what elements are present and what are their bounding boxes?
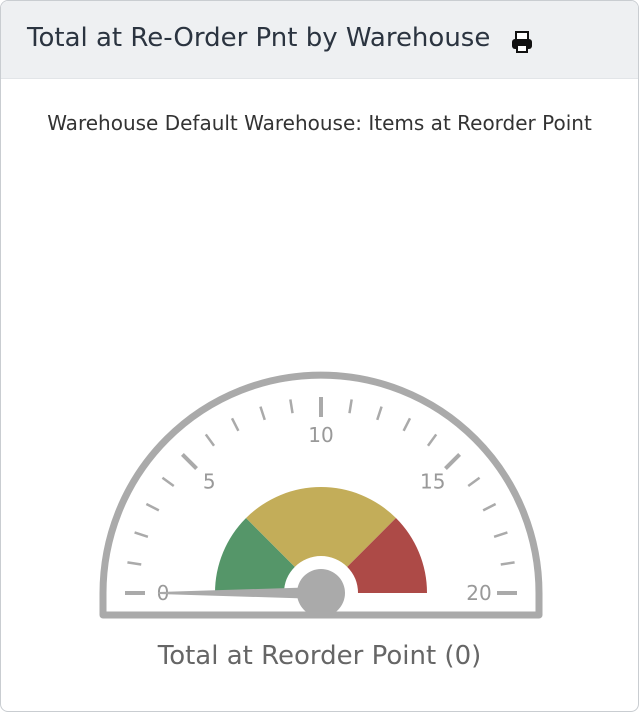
gauge-minor-tick — [289, 399, 294, 414]
gauge-minor-tick — [493, 531, 508, 538]
gauge-minor-tick — [348, 399, 353, 414]
gauge-value-label: Total at Reorder Point (0) — [157, 641, 482, 671]
gauge-tick-label: 15 — [420, 469, 445, 493]
chart-title: Warehouse Default Warehouse: Items at Re… — [47, 111, 592, 135]
gauge-range-band — [215, 518, 295, 593]
gauge-minor-tick — [467, 476, 481, 488]
gauge-range-band — [246, 487, 396, 567]
gauge-minor-tick — [204, 433, 216, 447]
gauge-tick-label: 5 — [203, 469, 216, 493]
gauge-minor-tick — [376, 406, 383, 421]
panel-title: Total at Re-Order Pnt by Warehouse — [27, 23, 491, 53]
gauge-minor-tick — [230, 417, 240, 432]
print-icon[interactable] — [509, 29, 535, 55]
gauge-minor-tick — [482, 502, 497, 512]
gauge-major-tick — [180, 452, 198, 470]
gauge-needle-hub — [297, 569, 345, 617]
panel-header: Total at Re-Order Pnt by Warehouse — [1, 1, 638, 79]
gauge-minor-tick — [161, 476, 175, 488]
gauge-minor-tick — [134, 531, 149, 538]
gauge-tick-label: 20 — [466, 581, 491, 605]
gauge-minor-tick — [145, 502, 160, 512]
gauge-minor-tick — [127, 561, 142, 566]
gauge-minor-tick — [402, 417, 412, 432]
gauge-minor-tick — [500, 561, 515, 566]
gauge-tick-label: 10 — [308, 423, 333, 447]
gauge-major-tick — [444, 452, 462, 470]
gauge-range-band — [347, 518, 427, 593]
gauge-minor-tick — [426, 433, 438, 447]
gauge-minor-tick — [259, 406, 266, 421]
